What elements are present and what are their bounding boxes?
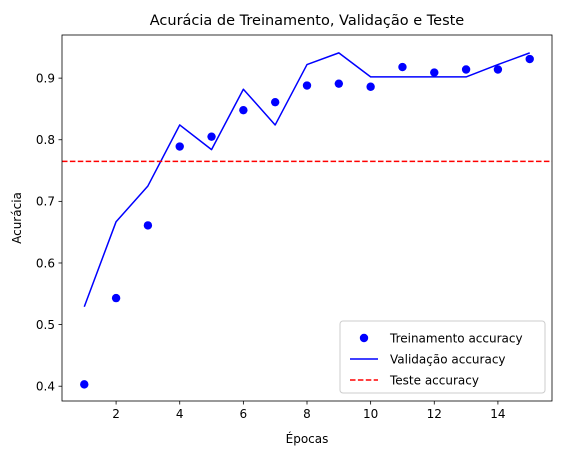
training-accuracy-point [207,132,216,141]
training-accuracy-point [175,142,184,151]
legend-marker-training [359,333,369,343]
y-tick-label: 0.4 [36,380,55,394]
training-accuracy-point [143,221,153,230]
y-tick-label: 0.6 [36,256,55,270]
training-accuracy-point [80,380,89,389]
training-accuracy-point [270,97,280,107]
legend-box [339,320,546,394]
training-accuracy-point [239,105,248,115]
x-tick-label: 8 [303,407,311,421]
training-accuracy-point [334,79,344,88]
x-tick-label: 2 [112,407,120,421]
y-tick-label: 0.7 [36,195,55,209]
y-axis-label: Acurácia [10,192,24,244]
training-accuracy-point [398,62,407,72]
y-tick-label: 0.8 [36,133,55,147]
y-tick-label: 0.9 [36,71,55,85]
legend-label: Treinamento accuracy [389,331,523,345]
legend: Treinamento accuracy Validação accuracy Te… [339,320,546,394]
legend-label: Validação accuracy [390,352,506,366]
x-tick-label: 4 [176,407,184,421]
legend-label: Teste accuracy [389,373,479,387]
training-accuracy-point [525,54,534,64]
validation-accuracy-line [83,52,530,307]
x-tick-label: 14 [490,407,505,421]
x-tick-label: 6 [240,407,248,421]
training-accuracy-point [430,68,439,77]
x-axis-label: Épocas [286,431,329,446]
training-accuracy-point [302,81,312,90]
chart-title: Acurácia de Treinamento, Validação e Tes… [150,13,465,29]
plot-area: 2 4 6 8 10 12 14 0.4 0.5 0.6 0.7 0.8 0.9 [36,34,553,421]
training-accuracy-point [366,82,375,91]
training-accuracy-point [461,65,471,74]
x-tick-label: 10 [363,407,378,421]
training-accuracy-point [111,293,121,303]
x-tick-label: 12 [427,407,442,421]
training-accuracy-point [493,65,503,74]
y-tick-label: 0.5 [36,318,55,332]
